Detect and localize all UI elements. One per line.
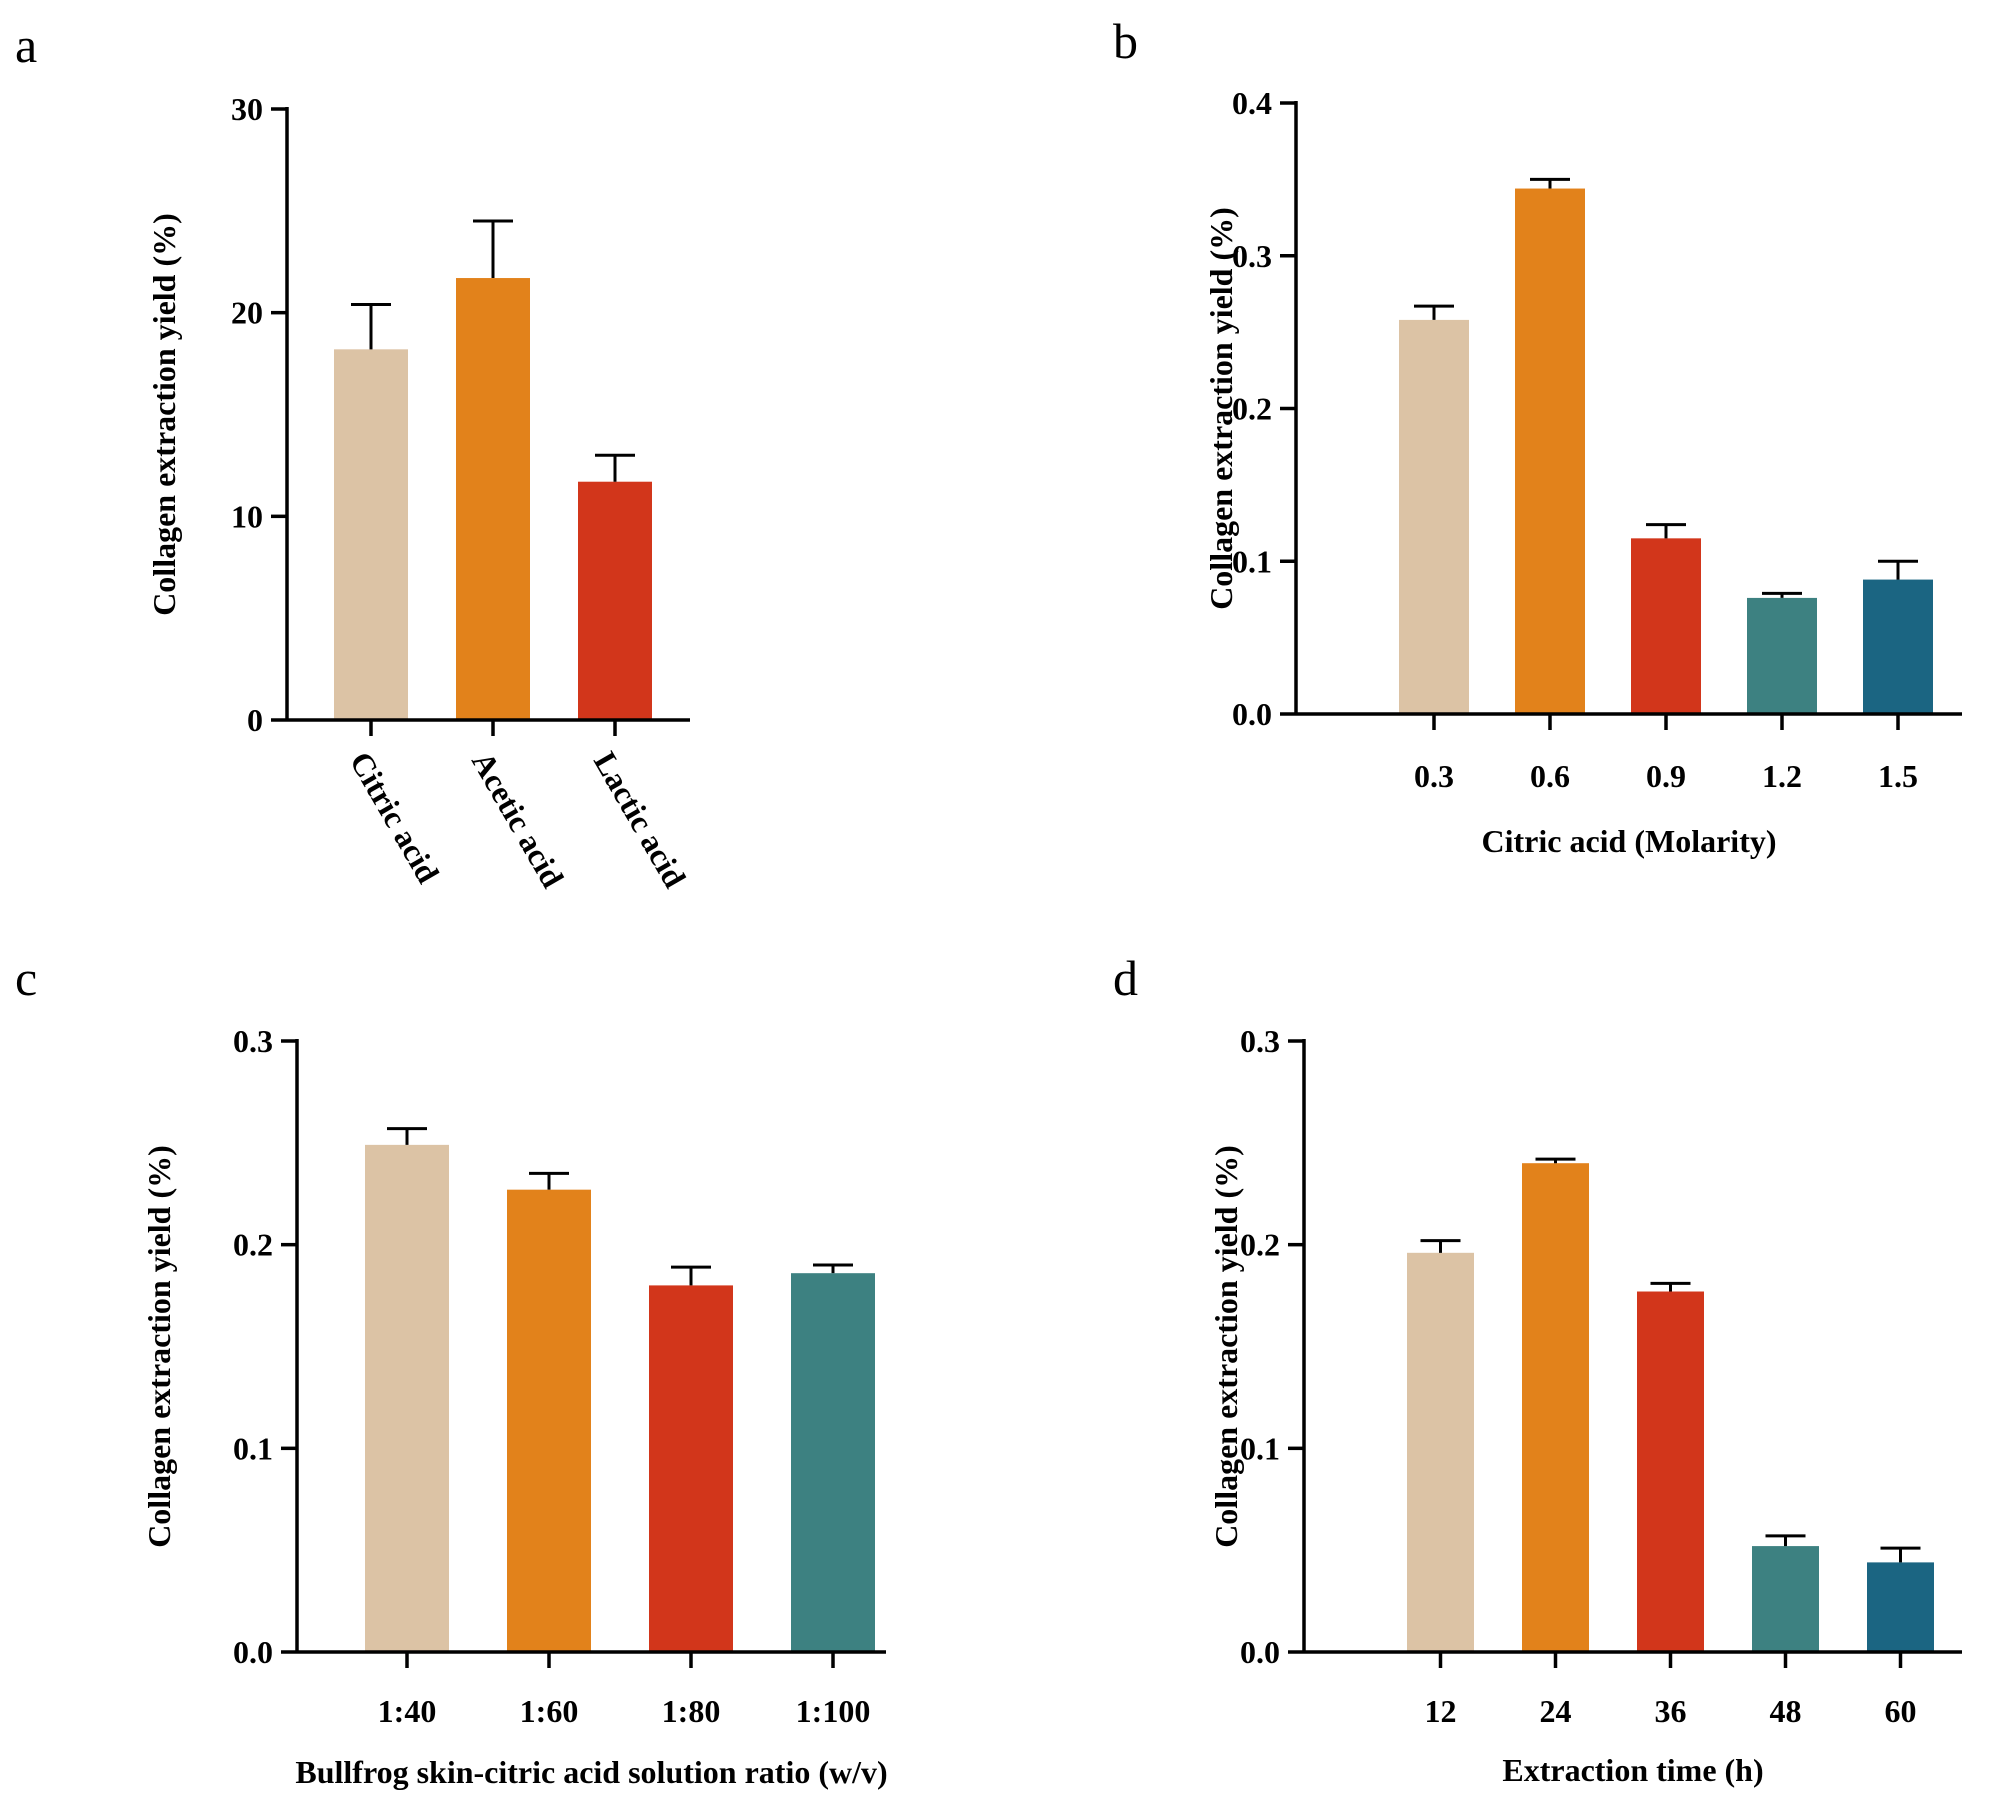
bar-60 xyxy=(1867,1562,1934,1652)
y-tick-label: 0.3 xyxy=(1240,1023,1280,1059)
y-tick-label: 0.1 xyxy=(233,1430,273,1466)
bar-12 xyxy=(1407,1252,1474,1652)
error-bar xyxy=(595,453,635,482)
x-axis-title: Extraction time (h) xyxy=(1502,1752,1763,1788)
y-tick-label: 0.0 xyxy=(1232,696,1272,732)
panel-label: b xyxy=(1113,13,1138,69)
panel-label: a xyxy=(15,17,37,73)
error-bar xyxy=(1535,1157,1576,1164)
x-tick-label: 1:60 xyxy=(520,1693,579,1729)
error-bar xyxy=(1878,559,1918,580)
y-axis-title: Collagen extraction yield (%) xyxy=(1203,207,1239,610)
error-bar xyxy=(671,1265,711,1286)
y-tick-label: 0.4 xyxy=(1232,85,1272,121)
panel-d: d 0.0 0.1 0.2 0.3 12 24 36 48 60 Collagen extracti… xyxy=(1113,950,1962,1788)
x-tick-label: 0.6 xyxy=(1530,758,1570,794)
panel-label: c xyxy=(15,950,37,1006)
y-axis-title: Collagen extraction yield (%) xyxy=(146,213,182,616)
y-tick-label: 0.0 xyxy=(233,1634,273,1670)
x-tick-label: 1:100 xyxy=(796,1693,871,1729)
error-bar xyxy=(473,219,513,279)
y-tick-label: 20 xyxy=(231,295,263,331)
x-tick-label: 0.3 xyxy=(1414,758,1454,794)
x-tick-label: 24 xyxy=(1540,1693,1572,1729)
x-tick-label: 0.9 xyxy=(1646,758,1686,794)
bar-acetic-acid xyxy=(456,278,530,720)
bar-0-3 xyxy=(1399,319,1469,714)
error-bar xyxy=(1765,1534,1806,1547)
x-tick-label: 36 xyxy=(1655,1693,1687,1729)
y-tick-label: 0.3 xyxy=(1232,238,1272,274)
y-tick-label: 0.1 xyxy=(1232,543,1272,579)
bar-lactic-acid xyxy=(578,481,652,720)
panel-label: d xyxy=(1113,950,1138,1006)
error-bar xyxy=(1646,523,1686,539)
error-bar xyxy=(813,1263,853,1274)
y-tick-label: 0.0 xyxy=(1240,1634,1280,1670)
bar-1-40 xyxy=(365,1144,449,1652)
bar-0-6 xyxy=(1515,188,1585,715)
y-axis-title: Collagen extraction yield (%) xyxy=(141,1145,177,1548)
y-axis-title: Collagen extraction yield (%) xyxy=(1208,1145,1244,1548)
error-bar xyxy=(1414,304,1454,320)
y-tick-label: 10 xyxy=(231,498,263,534)
x-axis-title: Bullfrog skin-citric acid solution ratio… xyxy=(295,1754,887,1790)
y-tick-label: 0 xyxy=(247,702,263,738)
bar-1-5 xyxy=(1863,579,1933,714)
panel-a: a 0 10 20 30 Citric acid Acetic acid Lactic aci… xyxy=(15,17,693,894)
error-bar xyxy=(387,1127,427,1145)
y-tick-label: 0.3 xyxy=(233,1023,273,1059)
x-tick-label: 1:40 xyxy=(378,1693,437,1729)
error-bar xyxy=(1762,591,1802,598)
panel-c: c 0.0 0.1 0.2 0.3 1:40 1:60 1:80 1:100 Collagen e… xyxy=(15,950,888,1790)
x-tick-label: 1.5 xyxy=(1878,758,1918,794)
y-tick-label: 0.2 xyxy=(233,1227,273,1263)
x-tick-label: 48 xyxy=(1770,1693,1802,1729)
bar-1-100 xyxy=(791,1273,875,1652)
y-tick-label: 0.1 xyxy=(1240,1430,1280,1466)
x-tick-label: Citric acid xyxy=(343,746,447,890)
y-tick-label: 0.2 xyxy=(1232,391,1272,427)
panel-b: b 0.0 0.1 0.2 0.3 0.4 0.3 0.6 0.9 1.2 1.5 Collagen … xyxy=(1113,13,1962,859)
x-tick-label: 1:80 xyxy=(662,1693,721,1729)
bar-1-2 xyxy=(1747,597,1817,714)
bar-1-80 xyxy=(649,1285,733,1652)
y-tick-label: 0.2 xyxy=(1240,1227,1280,1263)
bar-48 xyxy=(1752,1546,1819,1652)
x-tick-label: 60 xyxy=(1885,1693,1917,1729)
bar-24 xyxy=(1522,1163,1589,1652)
bar-citric-acid xyxy=(334,349,408,720)
error-bar xyxy=(351,303,391,350)
y-tick-label: 30 xyxy=(231,91,263,127)
x-tick-label: Acetic acid xyxy=(465,746,571,894)
error-bar xyxy=(1880,1546,1921,1563)
error-bar xyxy=(529,1171,569,1190)
error-bar xyxy=(1650,1281,1691,1292)
x-tick-label: Lactic acid xyxy=(587,746,693,894)
x-tick-label: 12 xyxy=(1425,1693,1457,1729)
error-bar xyxy=(1530,177,1570,189)
error-bar xyxy=(1420,1239,1461,1253)
bar-36 xyxy=(1637,1291,1704,1652)
x-axis-title: Citric acid (Molarity) xyxy=(1482,823,1777,859)
x-tick-label: 1.2 xyxy=(1762,758,1802,794)
bar-0-9 xyxy=(1631,538,1701,714)
bar-1-60 xyxy=(507,1189,591,1652)
